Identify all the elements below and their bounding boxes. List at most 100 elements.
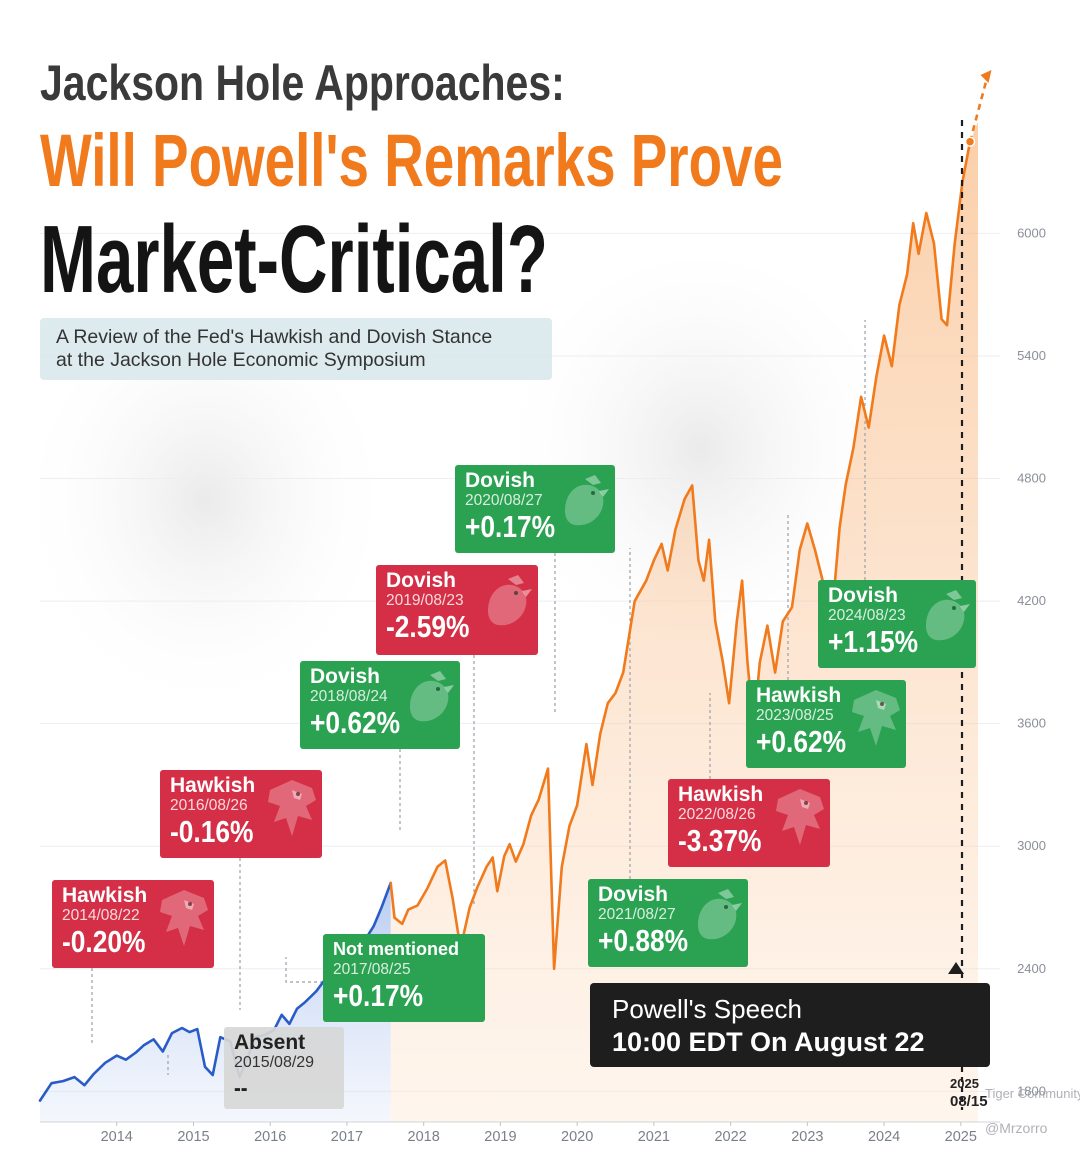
- card-date: 2021/08/27: [598, 906, 676, 923]
- card-stance: Dovish: [828, 584, 899, 607]
- card-date: 2014/08/22: [62, 907, 140, 924]
- speech-pointer: [948, 962, 964, 974]
- card-date: 2024/08/23: [828, 607, 906, 624]
- x-tick-2016: 2016: [254, 1129, 286, 1145]
- x-tick-2019: 2019: [484, 1129, 516, 1145]
- card-stance: Hawkish: [756, 684, 842, 707]
- hawk-icon: [268, 780, 316, 836]
- hawk-icon: [160, 890, 208, 946]
- stance-card-2018-08-24: Dovish 2018/08/24 +0.62%: [300, 661, 460, 749]
- x-tick-2018: 2018: [408, 1129, 440, 1145]
- speech-title: Powell's Speech: [612, 994, 802, 1024]
- card-stance: Dovish: [386, 569, 457, 592]
- card-date: 2015/08/29: [234, 1054, 315, 1071]
- card-change: -0.16%: [170, 814, 254, 849]
- hawk-icon: [852, 690, 900, 746]
- connector-3: [285, 957, 323, 983]
- stance-card-2014-08-22: Hawkish 2014/08/22 -0.20%: [52, 880, 214, 968]
- card-change: --: [234, 1075, 248, 1102]
- subtitle-line-2: at the Jackson Hole Economic Symposium: [56, 349, 426, 371]
- y-axis: 1800 2400 3000 3600 4200 4800 5400 6000: [1017, 225, 1046, 1098]
- y-tick-1800: 1800: [1017, 1083, 1046, 1098]
- card-date: 2018/08/24: [310, 688, 388, 705]
- stance-card-2022-08-26: Hawkish 2022/08/26 -3.37%: [668, 779, 830, 867]
- watermark-community: Tiger Community: [985, 1086, 1080, 1101]
- card-date: 2020/08/27: [465, 492, 543, 509]
- card-stance: Dovish: [310, 665, 381, 688]
- card-stance: Hawkish: [62, 884, 148, 907]
- card-change: -2.59%: [386, 609, 470, 644]
- speech-callout: Powell's Speech 10:00 EDT On August 22: [590, 983, 990, 1067]
- card-change: +0.17%: [333, 978, 424, 1013]
- card-stance: Dovish: [598, 883, 669, 906]
- card-stance: Not mentioned: [333, 939, 459, 959]
- card-change: +0.17%: [465, 509, 556, 544]
- x-tick-2022: 2022: [714, 1129, 746, 1145]
- subtitle-box: A Review of the Fed's Hawkish and Dovish…: [40, 318, 552, 380]
- card-connectors: [91, 320, 866, 1075]
- x-tick-2015: 2015: [177, 1129, 209, 1145]
- card-change: +1.15%: [828, 624, 919, 659]
- background-portraits: [30, 260, 890, 720]
- stance-card-2020-08-27: Dovish 2020/08/27 +0.17%: [455, 465, 615, 553]
- x-tick-2021: 2021: [638, 1129, 670, 1145]
- stance-card-2024-08-23: Dovish 2024/08/23 +1.15%: [818, 580, 976, 668]
- y-tick-2400: 2400: [1017, 961, 1046, 976]
- x-tick-2020: 2020: [561, 1129, 593, 1145]
- x-tick-2023: 2023: [791, 1129, 823, 1145]
- y-tick-6000: 6000: [1017, 225, 1046, 240]
- y-tick-4200: 4200: [1017, 593, 1046, 608]
- stance-card-2021-08-27: Dovish 2021/08/27 +0.88%: [588, 879, 748, 967]
- dove-icon: [488, 575, 532, 626]
- forecast-dashed-line: [968, 75, 989, 143]
- x-tick-2025: 2025: [945, 1129, 977, 1145]
- y-tick-4800: 4800: [1017, 471, 1046, 486]
- card-change: -0.20%: [62, 924, 146, 959]
- hawk-icon: [776, 789, 824, 845]
- title-line-2: Will Powell's Remarks Prove: [40, 119, 783, 202]
- dove-icon: [410, 671, 454, 722]
- card-date: 2016/08/26: [170, 797, 248, 814]
- title-line-1: Jackson Hole Approaches:: [40, 55, 565, 111]
- card-change: -3.37%: [678, 823, 762, 858]
- stance-card-2023-08-25: Hawkish 2023/08/25 +0.62%: [746, 680, 906, 768]
- y-tick-3000: 3000: [1017, 838, 1046, 853]
- card-change: +0.62%: [310, 705, 401, 740]
- last-point-year: 2025: [950, 1076, 979, 1091]
- card-date: 2022/08/26: [678, 806, 756, 823]
- speech-time: 10:00 EDT On August 22: [612, 1027, 925, 1057]
- y-tick-3600: 3600: [1017, 716, 1046, 731]
- card-stance: Absent: [234, 1031, 306, 1054]
- stance-card-2016-08-26: Hawkish 2016/08/26 -0.16%: [160, 770, 322, 858]
- dove-icon: [698, 889, 742, 940]
- title-line-3: Market-Critical?: [40, 206, 548, 313]
- last-point-date: 08/15: [950, 1093, 988, 1110]
- dove-icon: [565, 475, 609, 526]
- card-change: +0.88%: [598, 923, 689, 958]
- stance-card-2019-08-23: Dovish 2019/08/23 -2.59%: [376, 565, 538, 655]
- x-tick-2024: 2024: [868, 1129, 900, 1145]
- card-date: 2023/08/25: [756, 707, 834, 724]
- area-powell: [390, 121, 978, 1122]
- stance-card-2017-08-25: Not mentioned 2017/08/25 +0.17%: [323, 934, 485, 1022]
- y-tick-5400: 5400: [1017, 348, 1046, 363]
- watermark-handle: @Mrzorro: [985, 1120, 1048, 1136]
- card-date: 2017/08/25: [333, 961, 411, 978]
- portrait-right: [510, 260, 890, 680]
- card-date: 2019/08/23: [386, 592, 464, 609]
- card-stance: Hawkish: [678, 783, 764, 806]
- x-tick-2017: 2017: [331, 1129, 363, 1145]
- portrait-left: [30, 320, 380, 720]
- subtitle-line-1: A Review of the Fed's Hawkish and Dovish…: [56, 326, 493, 348]
- dove-icon: [926, 590, 970, 641]
- line-powell: [389, 140, 972, 971]
- last-point-marker: [964, 136, 976, 147]
- stance-card-2015-08-29: Absent 2015/08/29 --: [224, 1027, 344, 1109]
- x-tick-2014: 2014: [101, 1129, 133, 1145]
- forecast-arrowhead: [980, 70, 992, 83]
- card-change: +0.62%: [756, 724, 847, 759]
- x-axis: 2014 2015 2016 2017 2018 2019 2020 2021 2022 2023…: [40, 1121, 1000, 1145]
- card-stance: Hawkish: [170, 774, 256, 797]
